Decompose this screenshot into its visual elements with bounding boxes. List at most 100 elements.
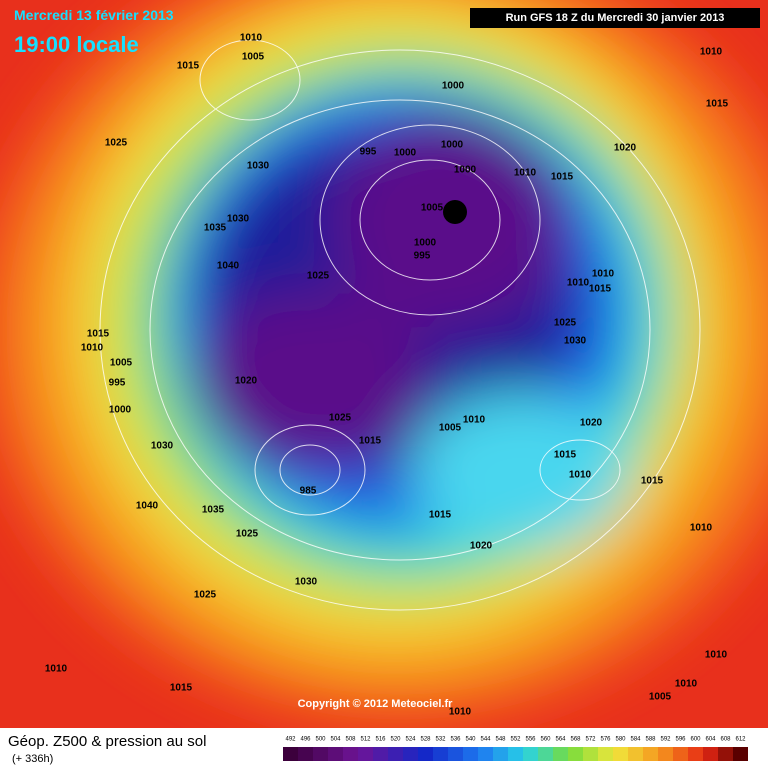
isobar-label: 1010: [514, 168, 537, 179]
isobar-label: 1025: [329, 413, 352, 424]
isobar-label: 1015: [589, 284, 612, 295]
copyright: Copyright © 2012 Meteociel.fr: [298, 698, 454, 710]
scale-swatch: [613, 747, 628, 761]
scale-label: 588: [645, 737, 656, 743]
isobar-label: 1030: [227, 214, 250, 225]
scale-swatch: [538, 747, 553, 761]
scale-label: 500: [315, 737, 326, 743]
date: Mercredi 13 février 2013: [14, 7, 174, 23]
isobar-label: 1020: [235, 376, 258, 387]
scale-label: 540: [465, 737, 476, 743]
legend-title: Géop. Z500 & pression au sol: [8, 733, 206, 750]
isobar-label: 1005: [421, 203, 444, 214]
isobar-label: 1000: [394, 148, 417, 159]
scale-label: 548: [495, 737, 506, 743]
scale-swatch: [718, 747, 733, 761]
scale-label: 512: [360, 737, 371, 743]
isobar-label: 1010: [700, 47, 723, 58]
scale-swatch: [568, 747, 583, 761]
isobar-label: 1010: [240, 33, 263, 44]
scale-label: 576: [600, 737, 611, 743]
scale-swatch: [493, 747, 508, 761]
scale-label: 580: [615, 737, 626, 743]
isobar-label: 1020: [470, 541, 493, 552]
isobar-label: 1015: [551, 172, 574, 183]
isobar-label: 1040: [136, 501, 159, 512]
scale-label: 568: [570, 737, 581, 743]
scale-swatch: [433, 747, 448, 761]
isobar-label: 1010: [569, 470, 592, 481]
scale-label: 556: [525, 737, 536, 743]
isobar-label: 1005: [242, 52, 265, 63]
scale-swatch: [403, 747, 418, 761]
scale-label: 496: [300, 737, 311, 743]
time: 19:00 locale: [14, 32, 139, 57]
scale-label: 572: [585, 737, 596, 743]
scale-swatch: [523, 747, 538, 761]
scale-swatch: [583, 747, 598, 761]
isobar-label: 1025: [307, 271, 330, 282]
isobar-label: 1010: [592, 269, 615, 280]
isobar-label: 1010: [690, 523, 713, 534]
scale-label: 596: [675, 737, 686, 743]
scale-swatch: [313, 747, 328, 761]
isobar-label: 1000: [414, 238, 437, 249]
isobar-label: 1025: [105, 138, 128, 149]
isobar-label: 1020: [614, 143, 637, 154]
scale-label: 524: [405, 737, 416, 743]
isobar-label: 995: [109, 378, 126, 389]
isobar-label: 1025: [194, 590, 217, 601]
isobar-label: 1010: [705, 650, 728, 661]
scale-label: 552: [510, 737, 521, 743]
isobar-label: 1000: [441, 140, 464, 151]
scale-swatch: [553, 747, 568, 761]
scale-swatch: [283, 747, 298, 761]
isobar-label: 1035: [202, 505, 225, 516]
isobar-label: 1020: [580, 418, 603, 429]
scale-label: 536: [450, 737, 461, 743]
isobar-label: 1000: [454, 165, 477, 176]
isobar-label: 1025: [554, 318, 577, 329]
scale-label: 520: [390, 737, 401, 743]
scale-swatch: [343, 747, 358, 761]
scale-swatch: [358, 747, 373, 761]
scale-swatch: [733, 747, 748, 761]
scale-label: 560: [540, 737, 551, 743]
isobar-label: 1000: [442, 81, 465, 92]
isobar-label: 1000: [109, 405, 132, 416]
color-scale: 492 496 500 504 508 512 516 520 524 528 532 536 540 5…: [283, 737, 748, 761]
isobar-label: 985: [300, 486, 317, 497]
run-banner: [470, 8, 760, 28]
isobar-label: 1005: [439, 423, 462, 434]
scale-label: 508: [345, 737, 356, 743]
isobar-label: 1010: [45, 664, 68, 675]
scale-label: 604: [705, 737, 716, 743]
scale-swatch: [388, 747, 403, 761]
isobar-label: 1005: [110, 358, 133, 369]
isobar-label: 995: [414, 251, 431, 262]
scale-swatch: [703, 747, 718, 761]
scale-swatch: [463, 747, 478, 761]
scale-swatch: [628, 747, 643, 761]
scale-swatch: [658, 747, 673, 761]
scale-label: 504: [330, 737, 341, 743]
scale-label: 600: [690, 737, 701, 743]
isobar-label: 1005: [649, 692, 672, 703]
scale-swatch: [418, 747, 433, 761]
scale-swatch: [643, 747, 658, 761]
isobar-label: 1040: [217, 261, 240, 272]
scale-label: 592: [660, 737, 671, 743]
isobar-label: 1030: [247, 161, 270, 172]
scale-label: 528: [420, 737, 431, 743]
isobar-label: 1025: [236, 529, 259, 540]
scale-label: 584: [630, 737, 641, 743]
isobar-label: 1015: [177, 61, 200, 72]
isobar-label: 1015: [170, 683, 193, 694]
isobar-label: 1030: [295, 577, 318, 588]
isobar-label: 1010: [81, 343, 104, 354]
low-center: [443, 200, 467, 224]
scale-swatch: [673, 747, 688, 761]
scale-swatch: [328, 747, 343, 761]
run-info: Run GFS 18 Z du Mercredi 30 janvier 2013: [506, 12, 725, 24]
isobar-label: 995: [360, 147, 377, 158]
